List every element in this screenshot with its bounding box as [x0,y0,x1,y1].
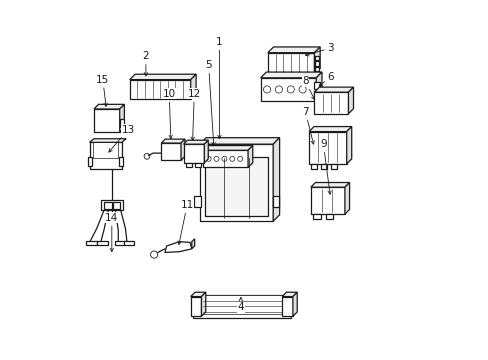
Bar [120,119,124,127]
Polygon shape [282,292,297,297]
Bar [314,82,319,89]
Bar [104,202,112,210]
Text: 5: 5 [205,60,215,146]
Bar [308,132,346,164]
Bar [195,163,201,167]
Polygon shape [314,47,320,74]
Bar [314,91,319,98]
Bar [282,297,292,316]
Text: 15: 15 [96,75,109,107]
Bar [192,295,290,318]
Polygon shape [89,139,126,142]
Bar [267,53,314,74]
Bar [93,142,118,158]
Polygon shape [308,127,351,132]
Text: 6: 6 [319,72,333,86]
Bar [204,157,267,216]
Bar [88,157,92,166]
Bar [183,144,204,163]
Text: 13: 13 [109,125,134,152]
Bar [260,78,316,101]
Polygon shape [247,145,252,167]
Text: 8: 8 [302,76,314,100]
Bar [313,214,320,219]
Polygon shape [120,104,124,132]
Bar [101,200,122,211]
Bar [314,55,319,60]
Polygon shape [201,292,205,316]
Polygon shape [344,183,349,214]
Bar [310,187,344,214]
Text: 10: 10 [163,89,175,139]
Bar [112,202,120,210]
Bar [89,142,122,169]
Bar [199,144,273,221]
Bar [273,196,278,207]
Bar [115,241,125,245]
Polygon shape [190,74,196,99]
Bar [190,297,201,316]
Bar [314,92,348,114]
Bar [310,164,317,169]
Bar [330,164,337,169]
Bar [97,241,108,245]
Text: 2: 2 [142,51,149,76]
Polygon shape [191,239,194,249]
Polygon shape [190,292,205,297]
Bar [314,61,319,66]
Bar [320,164,326,169]
Polygon shape [267,47,320,53]
Polygon shape [273,138,279,221]
Bar [161,143,181,160]
Polygon shape [346,127,351,164]
Bar [194,196,201,207]
Polygon shape [316,72,321,101]
Text: 1: 1 [216,37,222,139]
Text: 12: 12 [187,89,201,140]
Text: 11: 11 [178,200,193,244]
Polygon shape [310,183,349,187]
Text: 14: 14 [105,213,118,252]
Polygon shape [183,140,208,144]
Bar [86,241,97,245]
Text: 3: 3 [305,43,333,56]
Bar [94,109,120,132]
Text: 7: 7 [302,107,314,144]
Polygon shape [348,87,353,114]
Polygon shape [94,104,124,109]
Bar [129,80,190,99]
Text: 4: 4 [237,297,244,312]
Bar [185,163,191,167]
Polygon shape [181,139,184,160]
Polygon shape [203,145,252,150]
Bar [203,150,247,167]
Polygon shape [204,140,208,163]
Polygon shape [164,242,191,252]
Bar [325,214,332,219]
Polygon shape [129,74,196,80]
Bar [119,157,123,166]
Bar [201,295,282,314]
Polygon shape [199,138,279,144]
Bar [314,67,319,71]
Polygon shape [314,87,353,92]
Polygon shape [260,72,321,78]
Polygon shape [292,292,297,316]
Bar [124,241,134,245]
Polygon shape [161,139,184,143]
Text: 9: 9 [320,139,330,194]
